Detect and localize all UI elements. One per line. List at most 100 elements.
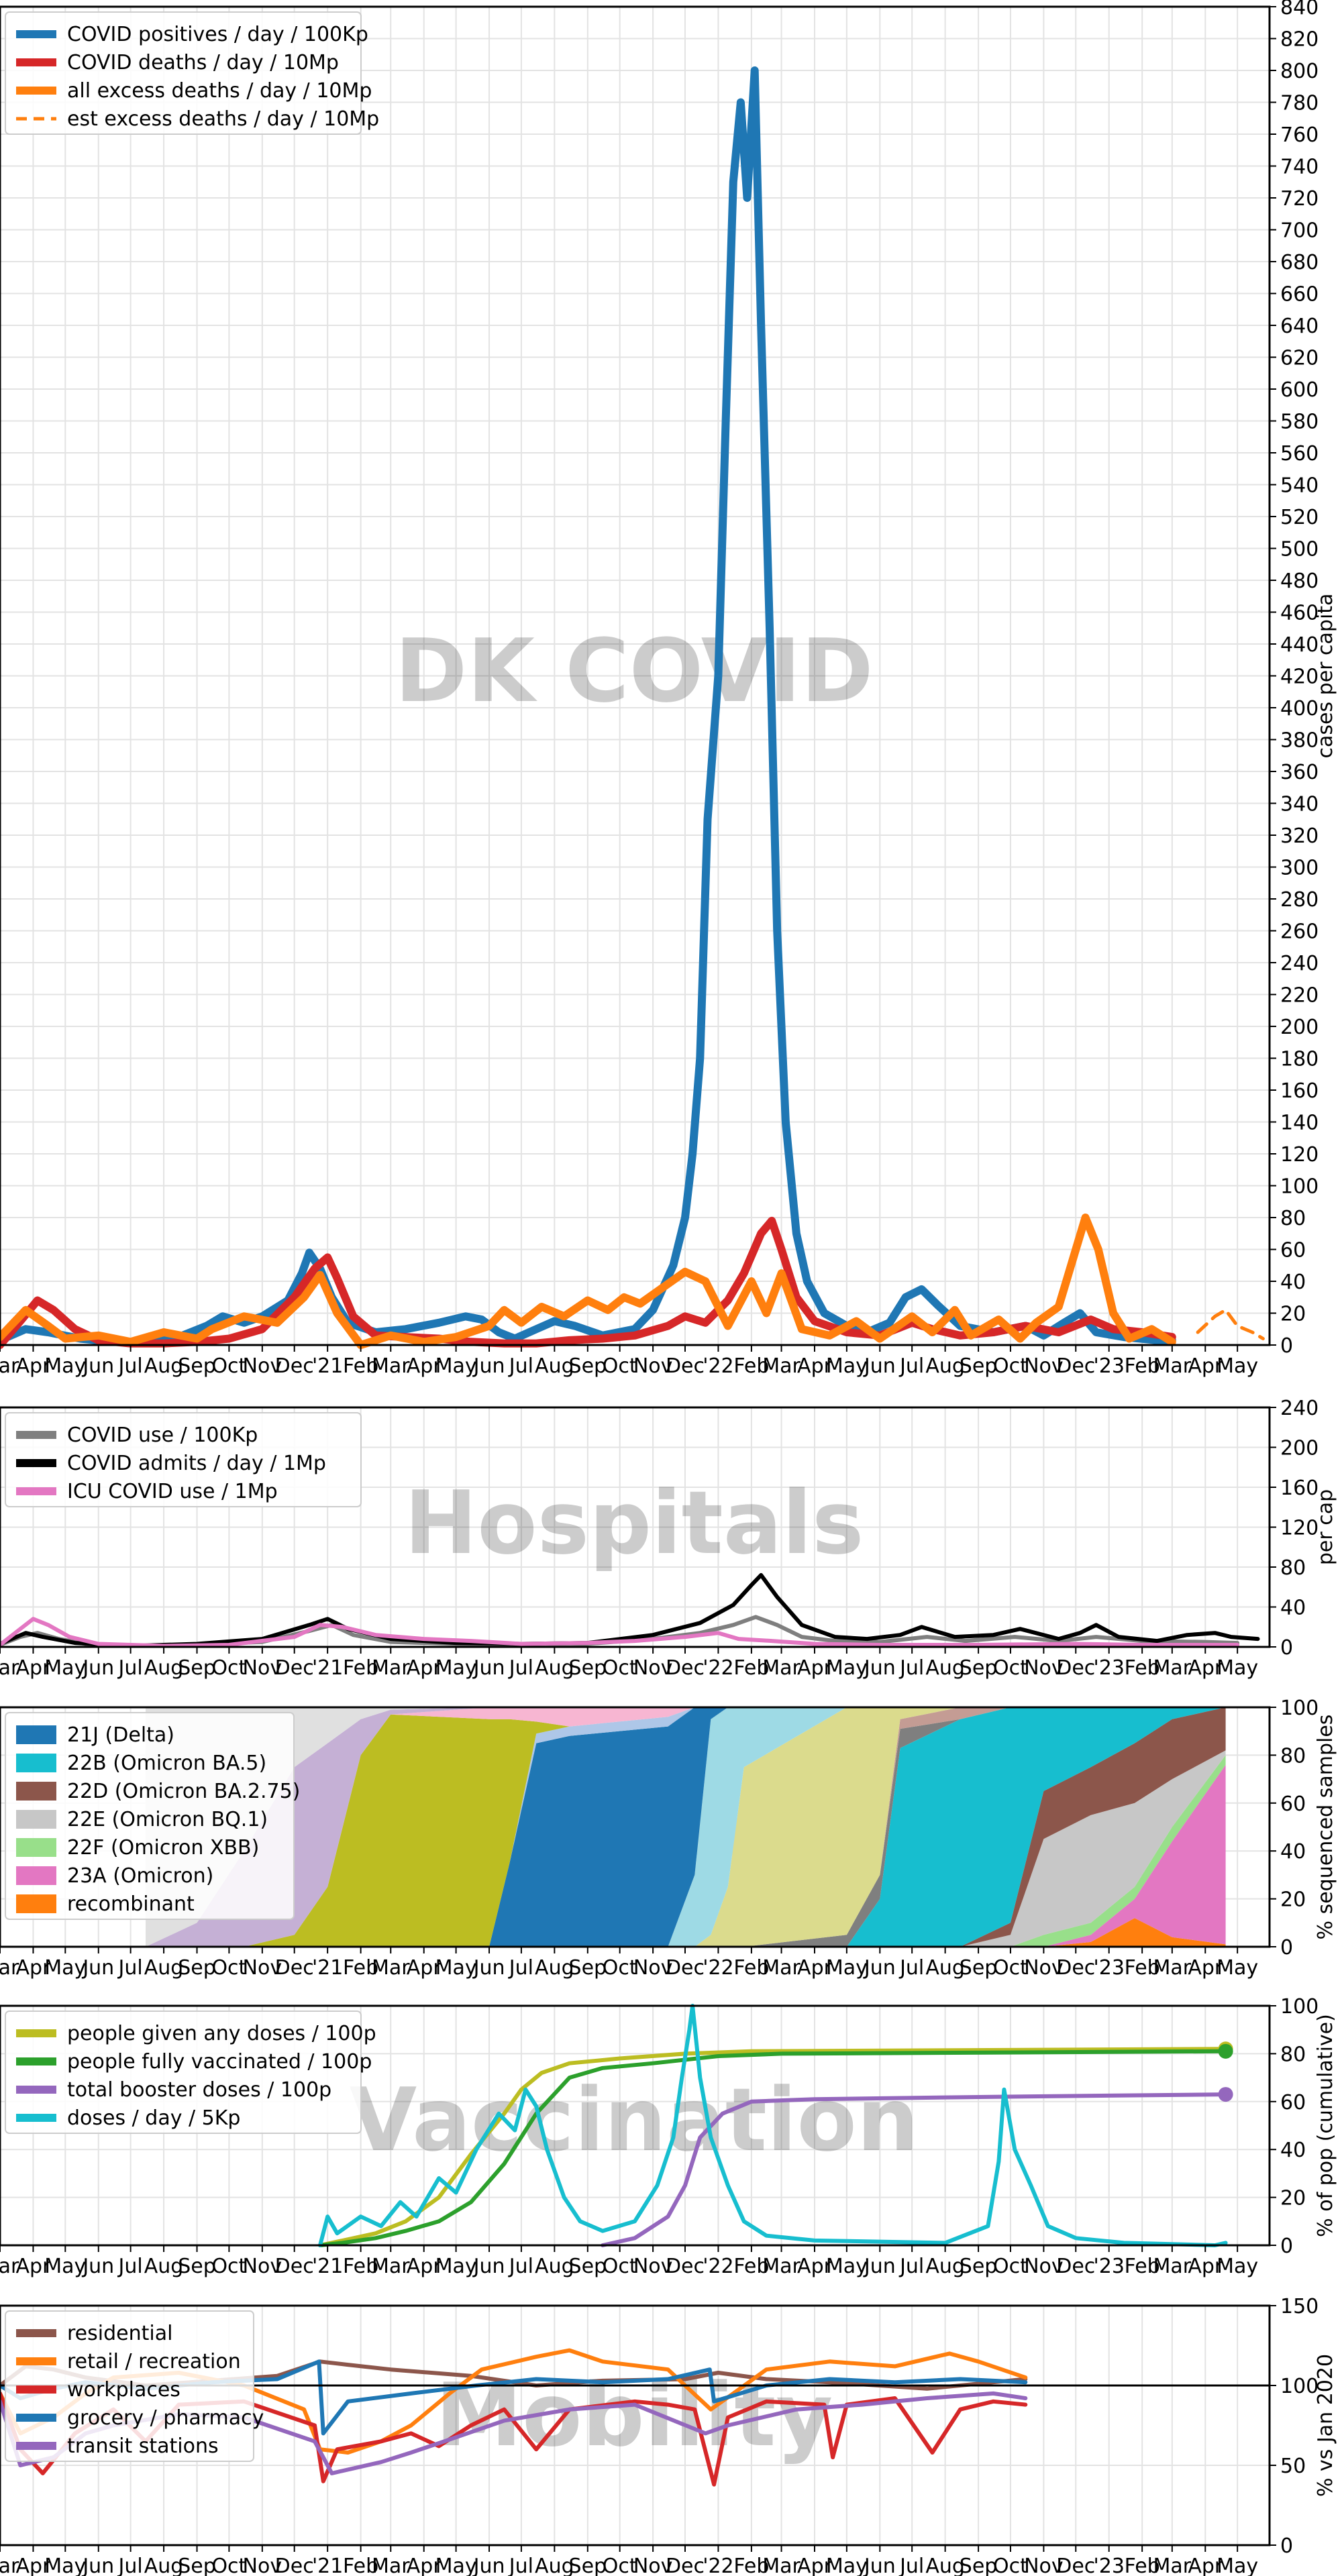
- x-tick-label: Sep: [178, 1656, 216, 1680]
- x-tick-label: Apr: [407, 1656, 442, 1680]
- series-line-covid-deaths-day-10mp: [0, 1216, 1176, 1349]
- y-tick-label: 100: [1280, 1697, 1319, 1720]
- x-tick-label: May: [435, 2555, 477, 2576]
- x-tick-label: Feb: [733, 2255, 769, 2278]
- x-tick-label: Feb: [1125, 1656, 1160, 1680]
- x-tick-label: Mar: [1153, 1656, 1192, 1680]
- y-tick-label: 120: [1280, 1143, 1319, 1167]
- series-line-icu-covid-use-1mp: [0, 1617, 1240, 1648]
- x-tick-label: Jul: [898, 2255, 924, 2278]
- x-tick-label: Nov: [243, 2255, 282, 2278]
- x-tick-label: Aug: [925, 1956, 965, 1980]
- x-tick-label: Apr: [407, 1956, 442, 1980]
- plot-area: [318, 2004, 1233, 2247]
- x-tick-label: Jul: [898, 1956, 924, 1980]
- x-tick-label: Apr: [797, 1956, 833, 1980]
- watermark: Vaccination: [350, 2069, 919, 2171]
- x-tick-label: Dec: [1056, 1656, 1095, 1680]
- x-tick-label: Sep: [178, 1354, 216, 1378]
- x-tick-label: Jun: [81, 1956, 114, 1980]
- x-tick-label: Mar: [1153, 1354, 1192, 1378]
- plot-area: [146, 1707, 1226, 1947]
- series-line-covid-admits-day-1mp: [0, 1572, 1260, 1648]
- x-axis: MarAprMayJunJulAugSepOctNovDec'21FebMarA…: [0, 1947, 1258, 1980]
- y-tick-label: 280: [1280, 888, 1319, 912]
- x-axis: MarAprMayJunJulAugSepOctNovDec'21FebMarA…: [0, 1647, 1258, 1680]
- x-tick-label: May: [435, 1354, 477, 1378]
- x-tick-label: Dec: [275, 1956, 314, 1980]
- x-tick-label: '21: [312, 1354, 343, 1378]
- y-tick-label: 480: [1280, 570, 1319, 593]
- y-tick-label: 700: [1280, 219, 1319, 243]
- y-tick-label: 100: [1280, 1995, 1319, 2019]
- x-tick-label: Dec: [666, 1354, 705, 1378]
- x-tick-label: Mar: [0, 1354, 19, 1378]
- x-tick-label: Jun: [472, 2255, 505, 2278]
- watermark: Hospitals: [405, 1472, 864, 1574]
- legend-label: workplaces: [67, 2378, 180, 2402]
- x-tick-label: Mar: [0, 1656, 19, 1680]
- x-tick-label: Jul: [898, 1656, 924, 1680]
- x-tick-label: Nov: [633, 1656, 673, 1680]
- x-tick-label: Nov: [1024, 1354, 1064, 1378]
- axes-frame: [0, 1706, 1271, 1948]
- x-tick-label: Feb: [1125, 2255, 1160, 2278]
- x-tick-label: May: [826, 1354, 868, 1378]
- x-tick-label: Dec: [275, 2555, 314, 2576]
- legend-label: doses / day / 5Kp: [67, 2106, 240, 2130]
- legend: COVID use / 100Kp COVID admits / day / 1M…: [5, 1412, 362, 1507]
- y-tick-label: 20: [1280, 2187, 1306, 2210]
- legend-label: transit stations: [67, 2434, 219, 2458]
- x-tick-label: May: [435, 2255, 477, 2278]
- legend-label: est excess deaths / day / 10Mp: [67, 107, 379, 131]
- x-tick-label: Nov: [243, 1956, 282, 1980]
- x-tick-label: Nov: [633, 2555, 673, 2576]
- x-tick-label: Oct: [211, 1656, 246, 1680]
- legend-label: 22E (Omicron BQ.1): [67, 1808, 268, 1831]
- x-tick-label: Nov: [243, 1656, 282, 1680]
- x-tick-label: Jun: [863, 2555, 896, 2576]
- y-tick-label: 20: [1280, 1303, 1306, 1326]
- y-axis: 0 50 100 150 % vs Jan 2020: [1270, 2295, 1337, 2558]
- y-tick-label: 0: [1280, 1936, 1293, 1960]
- y-tick-label: 840: [1280, 0, 1319, 19]
- x-tick-label: Dec: [275, 1656, 314, 1680]
- x-tick-label: Apr: [1188, 1956, 1223, 1980]
- y-tick-label: 80: [1280, 1556, 1306, 1580]
- legend: people given any doses / 100p people full…: [5, 2010, 376, 2134]
- y-tick-label: 820: [1280, 28, 1319, 52]
- y-tick-label: 100: [1280, 2375, 1319, 2398]
- x-tick-label: Dec: [1056, 2555, 1095, 2576]
- y-tick-label: 660: [1280, 283, 1319, 307]
- x-tick-label: '21: [312, 2555, 343, 2576]
- y-tick-label: 180: [1280, 1048, 1319, 1071]
- x-tick-label: Aug: [535, 1354, 574, 1378]
- x-tick-label: Mar: [1153, 1956, 1192, 1980]
- x-tick-label: '21: [312, 2255, 343, 2278]
- y-axis-label: % sequenced samples: [1314, 1715, 1337, 1940]
- x-tick-label: Feb: [1125, 1354, 1160, 1378]
- x-tick-label: Mar: [372, 2555, 410, 2576]
- x-tick-label: Apr: [16, 1956, 52, 1980]
- legend-label: residential: [67, 2322, 172, 2345]
- y-tick-label: 0: [1280, 1334, 1293, 1358]
- x-tick-label: Mar: [1153, 2255, 1192, 2278]
- plot-area: [0, 66, 1265, 1349]
- legend-label: people fully vaccinated / 100p: [67, 2050, 372, 2074]
- x-tick-label: '22: [703, 1956, 733, 1980]
- x-tick-label: Mar: [372, 1354, 410, 1378]
- x-tick-label: Jul: [898, 2555, 924, 2576]
- x-tick-label: May: [1217, 2555, 1258, 2576]
- legend-label: retail / recreation: [67, 2350, 241, 2373]
- legend-label: total booster doses / 100p: [67, 2078, 331, 2102]
- y-tick-label: 600: [1280, 378, 1319, 402]
- x-tick-label: Mar: [0, 2255, 19, 2278]
- x-tick-label: Nov: [243, 2555, 282, 2576]
- x-tick-label: Jun: [81, 2255, 114, 2278]
- x-tick-label: Mar: [762, 2255, 801, 2278]
- y-axis-label: % vs Jan 2020: [1314, 2354, 1337, 2497]
- series-endpoint: [1218, 2087, 1233, 2102]
- legend-swatch: [16, 1866, 56, 1885]
- y-tick-label: 200: [1280, 1437, 1319, 1460]
- series-line-all-excess-deaths-day-10mp: [0, 1214, 1176, 1349]
